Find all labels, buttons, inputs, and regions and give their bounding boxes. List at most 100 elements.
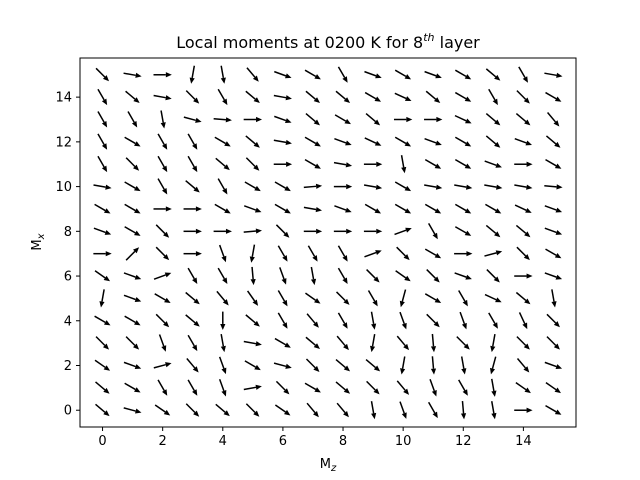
y-tick-label: 14 bbox=[55, 91, 72, 106]
moment-arrow bbox=[305, 358, 320, 372]
moment-arrow bbox=[273, 94, 292, 101]
arrow-head bbox=[554, 96, 562, 102]
arrow-head bbox=[310, 278, 317, 286]
moment-arrow bbox=[545, 135, 561, 148]
moment-arrow bbox=[95, 381, 110, 394]
arrow-head bbox=[254, 364, 261, 371]
moment-arrow bbox=[186, 357, 199, 373]
arrow-head bbox=[133, 247, 140, 254]
moment-arrow bbox=[490, 356, 497, 375]
arrow-head bbox=[372, 299, 378, 307]
arrow-shaft bbox=[158, 334, 165, 347]
arrow-head bbox=[374, 140, 382, 146]
moment-arrow bbox=[124, 315, 141, 326]
arrow-head bbox=[495, 250, 503, 256]
arrow-head bbox=[162, 188, 168, 195]
moment-arrow bbox=[454, 114, 472, 124]
moment-arrow bbox=[307, 245, 318, 262]
arrow-head bbox=[554, 387, 561, 394]
arrow-head bbox=[433, 276, 440, 283]
moment-arrow bbox=[124, 181, 141, 192]
moment-arrow bbox=[305, 90, 320, 104]
arrow-head bbox=[161, 345, 167, 352]
y-tick-label: 12 bbox=[55, 135, 72, 150]
arrow-shaft bbox=[218, 378, 225, 392]
moment-arrow bbox=[245, 135, 260, 148]
arrow-shaft bbox=[185, 90, 196, 100]
moment-arrow bbox=[217, 88, 228, 106]
arrow-shaft bbox=[454, 203, 467, 212]
moment-arrow bbox=[454, 251, 473, 257]
arrow-shaft bbox=[396, 335, 406, 347]
arrow-head bbox=[494, 119, 501, 126]
arrow-head bbox=[220, 323, 226, 330]
arrow-shaft bbox=[337, 245, 346, 257]
arrow-head bbox=[343, 365, 351, 372]
arrow-shaft bbox=[245, 90, 256, 100]
moment-arrow bbox=[245, 90, 260, 104]
moment-arrow bbox=[123, 361, 142, 370]
arrow-head bbox=[495, 297, 502, 303]
arrow-shaft bbox=[279, 267, 285, 280]
moment-arrow bbox=[484, 293, 502, 303]
arrow-head bbox=[346, 183, 353, 190]
arrow-shaft bbox=[335, 90, 346, 100]
x-tick-label: 6 bbox=[279, 434, 287, 449]
arrow-shaft bbox=[124, 136, 136, 145]
arrow-shaft bbox=[396, 246, 406, 257]
arrow-head bbox=[222, 277, 228, 284]
arrow-shaft bbox=[306, 313, 316, 324]
arrow-head bbox=[255, 228, 262, 234]
arrow-head bbox=[99, 301, 105, 308]
arrow-head bbox=[133, 164, 140, 171]
moment-arrow bbox=[337, 245, 348, 262]
arrow-shaft bbox=[185, 180, 196, 190]
arrow-shaft bbox=[251, 266, 254, 280]
arrow-head bbox=[343, 298, 350, 305]
arrow-head bbox=[101, 143, 108, 150]
moment-arrow bbox=[213, 117, 232, 123]
moment-arrow bbox=[303, 206, 322, 213]
arrow-head bbox=[222, 188, 228, 195]
arrow-head bbox=[253, 97, 260, 104]
arrow-head bbox=[526, 407, 533, 413]
moment-arrow bbox=[97, 155, 108, 173]
arrow-head bbox=[346, 228, 353, 234]
arrow-head bbox=[135, 72, 142, 78]
moment-arrow bbox=[337, 312, 348, 329]
moment-arrow bbox=[217, 178, 228, 195]
arrow-shaft bbox=[220, 65, 225, 79]
arrow-head bbox=[464, 96, 472, 102]
moment-arrow bbox=[399, 311, 407, 330]
arrow-head bbox=[282, 322, 288, 329]
moment-arrow bbox=[274, 181, 291, 192]
arrow-shaft bbox=[514, 204, 527, 211]
arrow-head bbox=[401, 412, 407, 419]
arrow-shaft bbox=[304, 158, 317, 167]
arrow-shaft bbox=[307, 245, 316, 257]
arrow-shaft bbox=[246, 290, 256, 302]
arrow-shaft bbox=[93, 227, 106, 234]
y-tick-label: 8 bbox=[64, 225, 72, 240]
moment-arrow bbox=[333, 161, 353, 168]
arrow-head bbox=[192, 344, 198, 352]
arrow-head bbox=[555, 364, 563, 370]
moment-arrow bbox=[366, 269, 380, 283]
moment-arrow bbox=[454, 136, 472, 147]
moment-arrow bbox=[514, 273, 533, 279]
arrow-shaft bbox=[516, 357, 527, 369]
arrow-shaft bbox=[427, 222, 436, 235]
moment-arrow bbox=[154, 293, 171, 303]
arrow-shaft bbox=[185, 314, 196, 324]
arrow-shaft bbox=[275, 380, 286, 391]
arrow-head bbox=[314, 298, 321, 304]
moment-arrow bbox=[187, 155, 198, 173]
arrow-head bbox=[345, 140, 352, 146]
arrow-head bbox=[315, 206, 322, 213]
arrow-head bbox=[553, 120, 560, 127]
moment-arrow bbox=[544, 227, 563, 235]
arrow-shaft bbox=[366, 380, 376, 391]
arrow-shaft bbox=[185, 403, 196, 414]
moment-arrow bbox=[189, 65, 196, 84]
